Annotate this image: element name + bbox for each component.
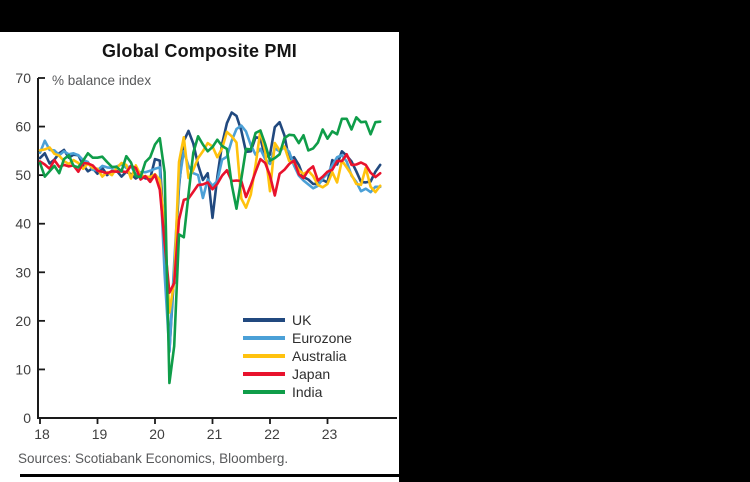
chart-title: Global Composite PMI [101, 41, 297, 61]
x-tick-label: 22 [264, 426, 280, 442]
legend-label-australia: Australia [292, 348, 347, 364]
pmi-line-chart: 0 10 20 30 40 50 60 70 18 19 20 21 22 23 [15, 70, 397, 442]
legend-swatch-uk [243, 318, 285, 322]
series-line-india [38, 116, 382, 385]
legend-label-eurozone: Eurozone [292, 330, 352, 346]
chart-legend: UK Eurozone Australia Japan India [243, 311, 352, 401]
legend-label-japan: Japan [292, 366, 331, 382]
x-tick-label: 18 [34, 426, 50, 442]
y-tick-label: 60 [15, 119, 31, 135]
bottom-rule [20, 474, 399, 477]
legend-label-uk: UK [292, 312, 312, 328]
series-line-uk [38, 111, 382, 353]
legend-item-australia: Australia [243, 347, 352, 365]
legend-swatch-australia [243, 354, 285, 358]
legend-swatch-japan [243, 372, 285, 376]
x-tick-label: 19 [92, 426, 108, 442]
legend-label-india: India [292, 384, 323, 400]
x-tick-label: 21 [207, 426, 223, 442]
y-tick-label: 10 [15, 361, 31, 377]
y-tick-label: 30 [15, 264, 31, 280]
legend-item-eurozone: Eurozone [243, 329, 352, 347]
source-note: Sources: Scotiabank Economics, Bloomberg… [18, 451, 289, 466]
y-tick-label: 70 [15, 70, 31, 86]
right-black-area [399, 32, 750, 482]
legend-item-india: India [243, 383, 352, 401]
legend-item-uk: UK [243, 311, 352, 329]
chart-panel: Global Composite PMI % balance index 0 10… [0, 32, 399, 482]
legend-swatch-india [243, 390, 285, 394]
y-tick-label: 20 [15, 313, 31, 329]
y-tick-label: 0 [23, 410, 31, 426]
top-black-bar [0, 0, 750, 32]
legend-item-japan: Japan [243, 365, 352, 383]
x-tick-label: 20 [149, 426, 165, 442]
y-tick-label: 50 [15, 167, 31, 183]
y-tick-label: 40 [15, 216, 31, 232]
y-axis-unit-label: % balance index [52, 73, 152, 88]
x-tick-label: 23 [322, 426, 338, 442]
legend-swatch-eurozone [243, 336, 285, 340]
series-line-japan [38, 153, 382, 295]
